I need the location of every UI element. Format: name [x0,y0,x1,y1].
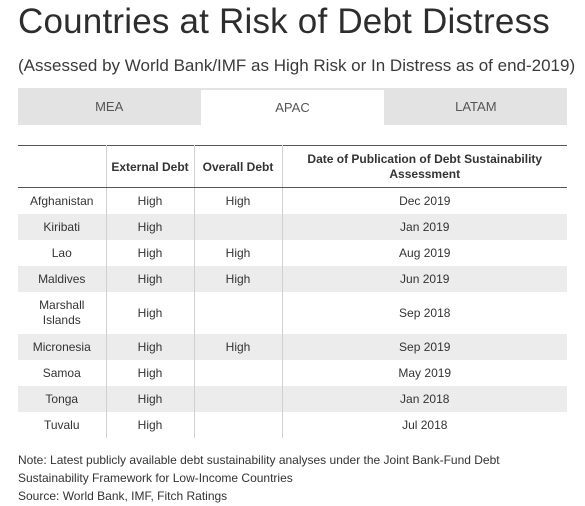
page-title: Countries at Risk of Debt Distress [18,2,550,41]
header-country [18,145,107,188]
table-body: Afghanistan High High Dec 2019 Kiribati High J… [18,187,567,438]
table-row: Lao High High Aug 2019 [18,240,567,266]
table-row: Kiribati High Jan 2019 [18,214,567,240]
cell-overall-debt [194,214,283,240]
cell-external-debt: High [106,214,195,240]
page-subtitle: (Assessed by World Bank/IMF as High Risk… [18,56,576,75]
table-row: Maldives High High Jun 2019 [18,266,567,292]
tab-latam[interactable]: LATAM [455,99,497,114]
cell-publication-date: Jun 2019 [282,266,567,292]
note-line-1: Note: Latest publicly available debt sus… [18,453,500,467]
header-publication-date: Date of Publication of Debt Sustainabili… [282,145,567,188]
cell-external-debt: High [106,360,195,386]
table-row: Tuvalu High Jul 2018 [18,412,567,438]
cell-external-debt: High [106,240,195,266]
note-line-2: Sustainability Framework for Low-Income … [18,471,293,485]
cell-external-debt: High [106,266,195,292]
cell-country: Afghanistan [18,187,107,214]
cell-country: Marshall Islands [18,292,107,334]
table-row: Marshall Islands High Sep 2018 [18,292,567,334]
cell-publication-date: Dec 2019 [399,193,451,208]
cell-external-debt: High [106,292,195,334]
tab-mea[interactable]: MEA [95,99,124,114]
header-overall-debt: Overall Debt [194,145,283,188]
table-row: Tonga High Jan 2018 [18,386,567,412]
header-external-debt: External Debt [106,145,195,188]
table-row: Samoa High May 2019 [18,360,567,386]
cell-external-debt: High [106,412,195,438]
cell-publication-date: Jan 2018 [282,386,567,412]
debt-distress-table: External Debt Overall Debt Date of Publi… [18,145,567,438]
cell-country: Kiribati [18,214,107,240]
cell-overall-debt [194,386,283,412]
cell-external-debt: High [106,187,195,214]
cell-country: Samoa [18,360,107,386]
cell-country: Tonga [18,386,107,412]
cell-overall-debt: High [194,240,283,266]
cell-publication-date: Jul 2018 [402,417,448,432]
table-row: Micronesia High High Sep 2019 [18,334,567,360]
table-header: External Debt Overall Debt Date of Publi… [18,145,567,188]
cell-country: Tuvalu [18,412,107,438]
cell-overall-debt [194,360,283,386]
footnote: Note: Latest publicly available debt sus… [18,451,567,505]
cell-overall-debt: High [194,334,283,360]
cell-country: Maldives [18,266,107,292]
cell-overall-debt [194,412,283,438]
cell-publication-date: Jan 2019 [282,214,567,240]
cell-external-debt: High [106,386,195,412]
table-row: Afghanistan High High Dec 2019 [18,187,567,214]
tab-apac[interactable]: APAC [200,90,385,125]
cell-publication-date: Sep 2018 [399,305,451,320]
cell-overall-debt [194,292,283,334]
cell-publication-date: May 2019 [398,365,452,380]
cell-country: Lao [18,240,107,266]
cell-publication-date: Aug 2019 [399,245,451,260]
cell-overall-debt: High [194,266,283,292]
cell-overall-debt: High [194,187,283,214]
source-line: Source: World Bank, IMF, Fitch Ratings [18,489,228,503]
cell-country: Micronesia [18,334,107,360]
cell-publication-date: Sep 2019 [282,334,567,360]
region-tabs: MEA APAC LATAM [18,88,567,125]
cell-external-debt: High [106,334,195,360]
